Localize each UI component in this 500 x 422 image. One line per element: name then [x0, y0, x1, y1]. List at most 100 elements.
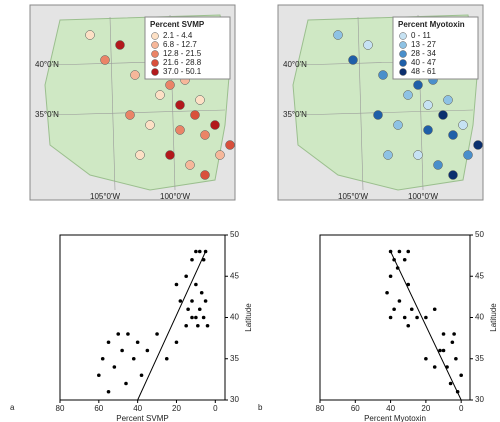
point — [388, 315, 393, 320]
point — [406, 249, 411, 254]
map-label: 100°0'W — [408, 192, 439, 201]
point — [196, 323, 200, 328]
point — [197, 307, 202, 312]
site-dot — [115, 40, 125, 50]
legend-swatch — [151, 50, 159, 58]
y-tick-label: 35 — [230, 354, 239, 363]
legend-box — [144, 16, 231, 80]
site-dot — [165, 80, 175, 90]
site-dot — [403, 90, 413, 100]
site-dot — [443, 95, 453, 105]
map-label: 40°0'N — [283, 60, 307, 69]
site-dot — [215, 150, 225, 160]
site-dot — [175, 125, 185, 135]
legend-label: 0 - 11 — [411, 31, 431, 40]
site-dot — [175, 100, 185, 110]
site-dot — [333, 30, 343, 40]
site-dot — [413, 150, 423, 160]
point — [424, 315, 428, 320]
map-label: 105°0'W — [90, 192, 121, 201]
point — [441, 348, 446, 353]
point — [194, 315, 198, 320]
point — [432, 365, 437, 369]
site-dot — [448, 130, 458, 140]
site-dot — [413, 80, 423, 90]
site-dot — [433, 160, 443, 170]
site-dot — [190, 110, 200, 120]
point — [190, 315, 194, 320]
map-label: 40°0'N — [35, 60, 59, 69]
site-dot — [210, 120, 220, 130]
y-axis-label: Latitude — [489, 303, 498, 332]
site-dot — [463, 150, 473, 160]
map: 40°0'N 35°0'N 105°0'W 100°0'W Percent SVMP 2.… — [29, 4, 236, 201]
map-label: 35°0'N — [35, 110, 59, 119]
site-dot — [393, 120, 403, 130]
trend-line — [137, 251, 207, 401]
point — [203, 299, 208, 303]
point — [164, 356, 169, 361]
site-dot — [423, 100, 433, 110]
y-tick-label: 45 — [475, 271, 484, 280]
y-tick-label: 30 — [230, 395, 239, 404]
legend-swatch — [151, 68, 159, 76]
x-tick-label: 80 — [56, 404, 65, 413]
point — [199, 290, 204, 295]
legend-label: 6.8 - 12.7 — [163, 40, 197, 49]
point — [397, 249, 402, 254]
x-axis-label: Percent Myotoxin — [364, 414, 426, 422]
x-tick-label: 80 — [316, 404, 325, 413]
point — [402, 257, 407, 262]
point — [174, 340, 179, 345]
legend-swatch — [151, 41, 159, 49]
site-dot — [225, 140, 235, 150]
point — [139, 373, 144, 378]
panel-label: a — [10, 403, 15, 412]
map-label: 100°0'W — [160, 192, 191, 201]
y-tick-label: 50 — [230, 230, 239, 239]
legend-box — [392, 16, 479, 80]
y-tick-label: 45 — [230, 271, 239, 280]
point — [406, 282, 411, 287]
site-dot — [458, 120, 468, 130]
legend-swatch — [399, 32, 407, 40]
point — [454, 356, 458, 361]
point — [112, 365, 117, 369]
x-tick-label: 60 — [94, 404, 103, 413]
point — [106, 389, 111, 394]
map: 40°0'N 35°0'N 105°0'W 100°0'W Percent Myotox… — [277, 4, 484, 201]
site-dot — [195, 95, 205, 105]
point — [145, 348, 150, 353]
x-tick-label: 60 — [351, 404, 360, 413]
point — [415, 315, 419, 320]
state-line — [357, 16, 364, 191]
point — [424, 356, 428, 361]
point — [385, 290, 389, 295]
site-dot — [85, 30, 95, 40]
site-dot — [383, 150, 393, 160]
x-axis-label: Percent SVMP — [116, 414, 168, 422]
point — [120, 348, 124, 353]
point — [406, 323, 411, 328]
point — [174, 282, 179, 287]
point — [106, 340, 111, 345]
x-tick-label: 20 — [421, 404, 430, 413]
site-dot — [438, 110, 448, 120]
point — [124, 381, 128, 386]
site-dot — [200, 130, 210, 140]
point — [190, 257, 194, 262]
map-label: 35°0'N — [283, 110, 307, 119]
legend-label: 13 - 27 — [411, 40, 436, 49]
point — [432, 307, 437, 312]
point — [448, 381, 453, 386]
legend-label: 12.8 - 21.5 — [163, 49, 202, 58]
point — [194, 282, 198, 287]
site-dot — [130, 70, 140, 80]
panel-label: b — [258, 403, 263, 412]
site-dot — [473, 140, 483, 150]
point — [178, 299, 183, 303]
map-label: 105°0'W — [338, 192, 369, 201]
site-dot — [135, 150, 145, 160]
site-dot — [448, 170, 458, 180]
point — [205, 323, 210, 328]
